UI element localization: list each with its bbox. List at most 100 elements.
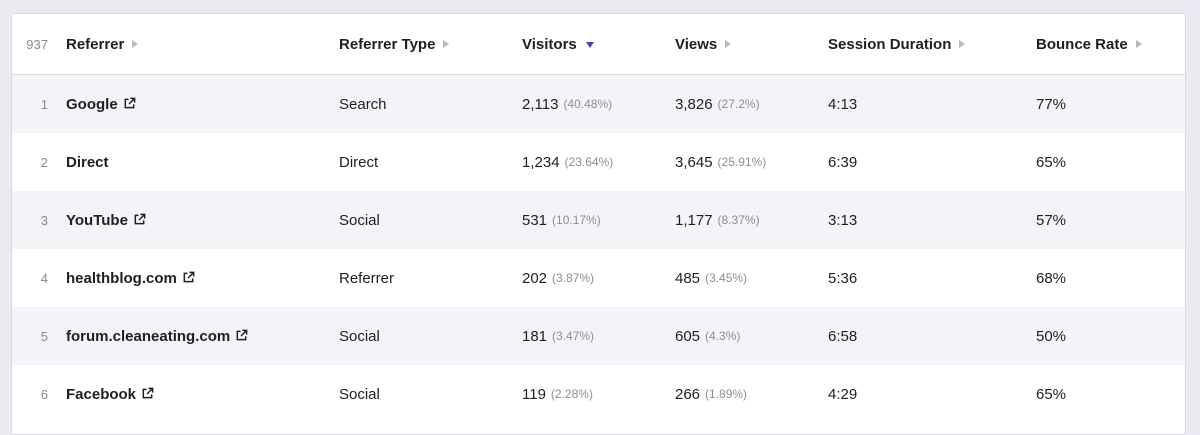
views-percent: (4.3%) [705,329,741,343]
referrer-name: forum.cleaneating.com [66,327,231,345]
session-duration: 5:36 [828,269,858,287]
visitors-value: 181 [522,327,548,345]
referrer-type: Search [339,95,387,113]
table-row[interactable]: 5 forum.cleaneating.com Social 181 (3.47… [12,307,1185,365]
column-header-referrer[interactable]: Referrer [66,14,139,74]
sort-arrow-icon [443,40,450,48]
visitors-cell: 202 (3.87%) [522,249,594,307]
table-row[interactable]: 4 healthblog.com Referrer 202 (3.87%) 48… [12,249,1185,307]
referrer-name: YouTube [66,211,128,229]
row-index: 1 [40,96,48,112]
table-row[interactable]: 3 YouTube Social 531 (10.17%) 1,177 (8.3… [12,191,1185,249]
column-header-label: Referrer [66,35,125,53]
sort-arrow-icon [1135,40,1142,48]
column-header-label: Referrer Type [339,35,436,53]
referrer-type: Social [339,327,380,345]
visitors-value: 1,234 [522,153,560,171]
views-cell: 485 (3.45%) [675,249,747,307]
column-header-label: Views [675,35,718,53]
sort-desc-icon [585,41,594,48]
views-value: 1,177 [675,211,713,229]
session-duration: 6:39 [828,153,858,171]
visitors-cell: 119 (2.28%) [522,365,593,423]
row-index: 3 [40,212,48,228]
bounce-rate: 57% [1036,211,1067,229]
views-value: 3,826 [675,95,713,113]
session-duration: 6:58 [828,327,858,345]
row-index: 2 [40,154,48,170]
column-header-bounce-rate[interactable]: Bounce Rate [1036,14,1142,74]
views-percent: (1.89%) [705,387,748,401]
referrer-cell: YouTube [66,191,146,249]
column-header-referrer-type[interactable]: Referrer Type [339,14,450,74]
external-link-icon[interactable] [235,329,248,342]
column-header-label: Visitors [522,35,577,53]
row-index: 4 [40,270,48,286]
referrer-cell: Direct [66,133,109,191]
views-cell: 3,645 (25.91%) [675,133,766,191]
referrer-type: Social [339,385,380,403]
bounce-rate: 50% [1036,327,1067,345]
visitors-value: 2,113 [522,95,559,113]
row-index: 6 [40,386,48,402]
external-link-icon[interactable] [141,387,154,400]
views-value: 485 [675,269,701,287]
visitors-percent: (23.64%) [564,155,614,169]
visitors-percent: (3.47%) [552,329,595,343]
referrer-cell: healthblog.com [66,249,195,307]
table-header: 937 Referrer Referrer Type Visitors View… [12,14,1185,75]
external-link-icon[interactable] [133,213,146,226]
column-header-visitors[interactable]: Visitors [522,14,594,74]
referrer-type: Referrer [339,269,395,287]
referrer-name: Google [66,95,118,113]
views-value: 266 [675,385,701,403]
views-percent: (25.91%) [717,155,767,169]
visitors-cell: 181 (3.47%) [522,307,594,365]
bounce-rate: 68% [1036,269,1067,287]
views-value: 605 [675,327,701,345]
referrer-cell: forum.cleaneating.com [66,307,248,365]
visitors-percent: (3.87%) [552,271,595,285]
session-duration: 4:13 [828,95,858,113]
bounce-rate: 77% [1036,95,1067,113]
views-percent: (27.2%) [717,97,760,111]
table-row[interactable]: 2 Direct Direct 1,234 (23.64%) 3,645 (25… [12,133,1185,191]
referrer-name: Facebook [66,385,137,403]
sort-arrow-icon [132,40,139,48]
column-header-label: Bounce Rate [1036,35,1128,53]
session-duration: 4:29 [828,385,858,403]
referrer-type: Social [339,211,380,229]
bounce-rate: 65% [1036,385,1067,403]
referrers-table: 937 Referrer Referrer Type Visitors View… [11,13,1186,435]
views-percent: (3.45%) [705,271,748,285]
views-cell: 266 (1.89%) [675,365,747,423]
total-count: 937 [26,36,48,52]
visitors-cell: 1,234 (23.64%) [522,133,613,191]
referrer-type: Direct [339,153,379,171]
views-value: 3,645 [675,153,713,171]
views-cell: 3,826 (27.2%) [675,75,760,133]
referrer-name: healthblog.com [66,269,177,287]
row-index: 5 [40,328,48,344]
views-percent: (8.37%) [717,213,760,227]
referrer-cell: Google [66,75,136,133]
column-header-views[interactable]: Views [675,14,732,74]
table-row[interactable]: 1 Google Search 2,113 (40.48%) 3,826 (27… [12,75,1185,133]
visitors-percent: (40.48%) [563,97,613,111]
referrer-name: Direct [66,153,109,171]
column-header-label: Session Duration [828,35,952,53]
table-body: 1 Google Search 2,113 (40.48%) 3,826 (27… [12,75,1185,423]
views-cell: 605 (4.3%) [675,307,740,365]
referrer-cell: Facebook [66,365,154,423]
bounce-rate: 65% [1036,153,1067,171]
table-row[interactable]: 6 Facebook Social 119 (2.28%) 266 (1.89%… [12,365,1185,423]
column-header-session-duration[interactable]: Session Duration [828,14,966,74]
session-duration: 3:13 [828,211,858,229]
visitors-cell: 531 (10.17%) [522,191,601,249]
visitors-cell: 2,113 (40.48%) [522,75,612,133]
external-link-icon[interactable] [182,271,195,284]
visitors-value: 202 [522,269,548,287]
external-link-icon[interactable] [123,97,136,110]
visitors-percent: (10.17%) [552,213,601,227]
sort-arrow-icon [725,40,732,48]
